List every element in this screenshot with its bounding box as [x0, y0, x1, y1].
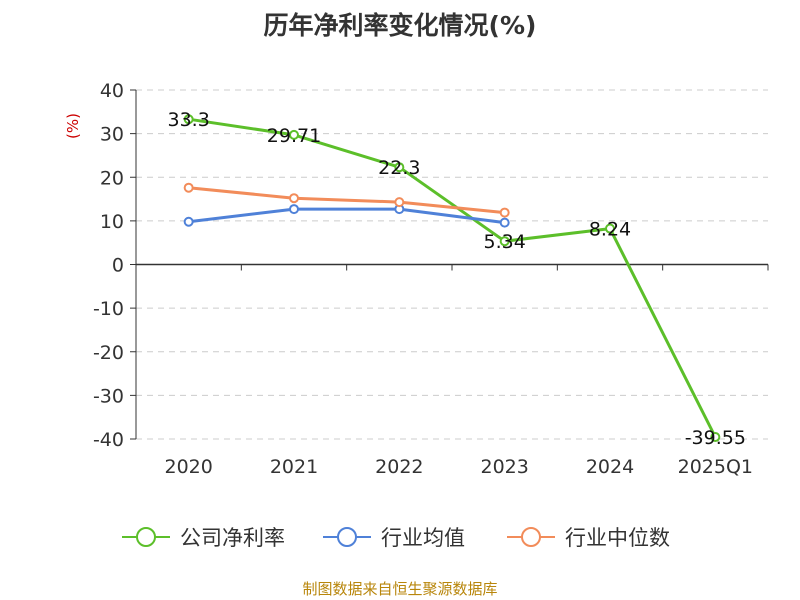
series-line-2	[188, 186, 505, 215]
data-point	[499, 236, 510, 247]
y-tick-label: 30	[100, 124, 124, 146]
x-tick-label: 2021	[270, 456, 318, 478]
legend: 公司净利率 行业均值 行业中位数	[122, 526, 670, 550]
data-label: 22.3	[378, 157, 420, 179]
legend-label: 行业中位数	[565, 526, 670, 550]
data-label: 8.24	[589, 219, 631, 241]
data-point	[394, 162, 405, 173]
series-lines	[188, 117, 717, 438]
y-tick-label: -30	[93, 385, 124, 407]
data-point	[183, 216, 194, 227]
source-note: 制图数据来自恒生聚源数据库	[302, 580, 498, 598]
y-tick-label: 20	[100, 167, 124, 189]
y-tick-label: 10	[100, 211, 124, 233]
data-point	[183, 182, 194, 193]
x-tick-label: 2025Q1	[678, 456, 753, 478]
data-point	[183, 114, 194, 125]
y-tick-label: -20	[93, 342, 124, 364]
data-point	[605, 223, 615, 234]
data-labels: 33.3 29.71 22.3 5.34 8.24 -39.55	[168, 109, 746, 449]
legend-marker	[136, 527, 156, 547]
x-tick-label: 2023	[480, 456, 528, 478]
chart-title: 历年净利率变化情况(%)	[263, 11, 537, 40]
x-tick-label: 2024	[586, 456, 634, 478]
data-point	[289, 204, 299, 215]
data-point	[499, 207, 510, 218]
data-label: -39.55	[685, 427, 746, 449]
data-label: 29.71	[267, 125, 321, 147]
data-point	[710, 432, 721, 443]
data-point	[394, 197, 405, 208]
y-tick-label: -40	[93, 429, 124, 451]
data-label: 33.3	[168, 109, 210, 131]
y-tick-label: -10	[93, 298, 124, 320]
x-tick-label: 2022	[375, 456, 423, 478]
series-line-1	[188, 207, 505, 225]
legend-marker	[521, 527, 541, 547]
data-point	[289, 193, 299, 204]
legend-marker	[337, 527, 357, 547]
legend-label: 公司净利率	[180, 526, 285, 550]
x-tick-label: 2020	[164, 456, 212, 478]
series-points	[183, 114, 721, 443]
data-point	[499, 217, 510, 228]
legend-label: 行业均值	[381, 526, 465, 550]
y-tick-label: 40	[100, 80, 124, 102]
y-tick-label: 0	[112, 255, 124, 277]
axes: 40 30 20 10 0 -10 -20 -30 -40 2020 2021 2022 2023 202…	[93, 80, 769, 478]
y-axis-unit-label: (%)	[64, 113, 82, 139]
data-label: 5.34	[484, 231, 526, 253]
series-line-0	[188, 117, 717, 438]
data-point	[289, 129, 299, 140]
